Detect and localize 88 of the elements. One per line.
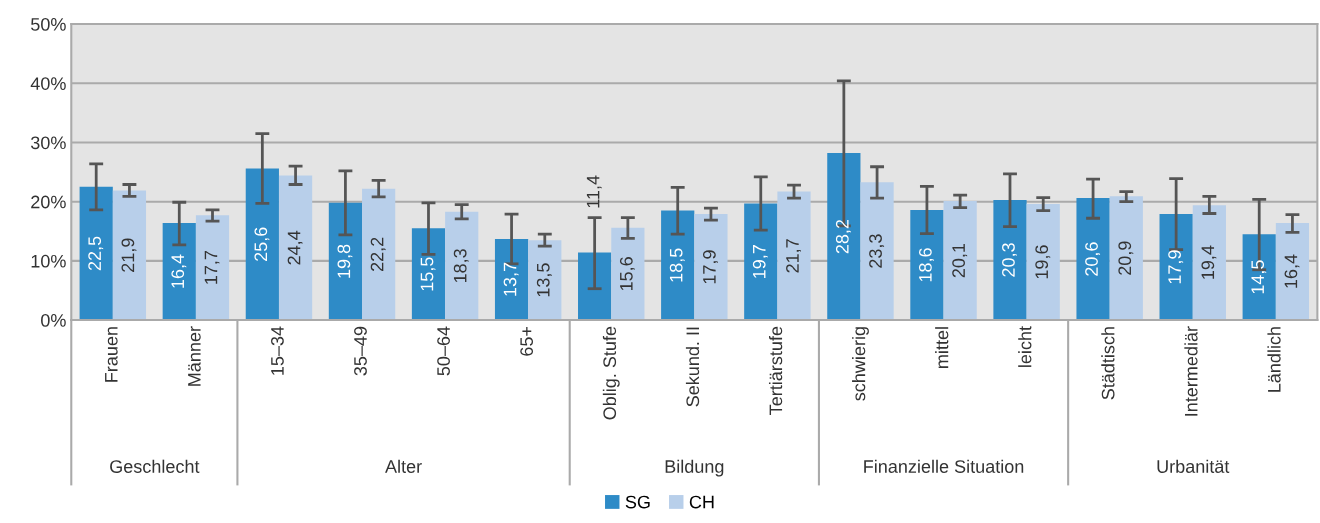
data-label: 18,5 [669,248,685,282]
bar [411,228,446,321]
data-label: 20,1 [952,243,968,278]
y-tick-label: 20% [31,195,66,209]
data-label: 21,9 [121,238,137,272]
data-label: 11,4 [586,175,602,208]
bar [910,209,944,321]
data-label: 28,2 [835,219,851,254]
bar [494,238,529,321]
legend-label: SG [625,495,650,509]
x-tick-label: Städtisch [1101,327,1115,400]
data-label: 17,9 [703,250,718,284]
x-tick-label: Männer [188,326,201,386]
bar [661,210,695,321]
bar [1242,234,1276,321]
x-tick-label: Tertiärstufe [768,326,783,415]
bar [611,227,645,321]
y-tick-label: 30% [30,136,66,150]
bar [744,203,778,321]
legend-label: CH [689,495,714,509]
bar [1192,205,1226,321]
text: Bildung [665,459,724,477]
x-tick-label: 35–49 [354,326,367,376]
x-tick-label: 65+ [520,326,534,356]
bar [79,186,113,321]
x-tick-label: 50–64 [437,326,450,376]
data-label: 19,8 [337,244,353,278]
x-tick-label: Intermediär [1184,326,1198,416]
text: Geschlecht [110,459,200,473]
data-label: 15,6 [619,257,635,291]
bar [528,240,562,321]
data-label: 17,7 [204,251,220,284]
bar [694,214,728,321]
x-tick-label: mittel [935,327,949,368]
text: Finanzielle Situation [864,459,1024,473]
bar [860,182,894,321]
data-label: 15,5 [420,257,436,291]
bar [943,201,977,321]
bar [362,188,396,321]
bar [1159,214,1193,321]
y-tick-label: 10% [31,254,66,268]
data-label: 22,5 [88,236,104,271]
bar [827,153,861,321]
text: Alter [385,459,422,473]
y-tick-label: 50% [31,17,66,31]
data-label: 16,4 [171,254,187,288]
x-tick-label: Oblig. Stufe [602,326,620,420]
data-label: 18,3 [453,249,469,283]
bar [195,215,230,321]
bar [445,211,479,321]
bar [993,199,1027,321]
data-label: 19,4 [1201,245,1217,279]
x-tick-label: Sekund. II [685,327,700,407]
y-tick-label: 0% [41,314,66,327]
data-label: 17,9 [1168,250,1184,284]
x-tick-label: leicht [1018,326,1032,367]
data-label: 20,3 [1002,243,1017,277]
data-label: 25,6 [254,227,270,261]
bar [1109,196,1143,321]
bar [162,222,196,321]
data-label: 23,3 [869,234,885,268]
x-tick-label: 15–34 [271,326,284,375]
data-label: 22,2 [370,237,386,272]
data-label: 19,6 [1035,245,1051,279]
x-tick-label: Ländlich [1267,327,1281,392]
x-tick-label: Frauen [105,327,118,382]
bar [328,202,363,321]
data-label: 16,4 [1284,254,1300,288]
bar [278,175,313,321]
bar [112,190,147,321]
bar [578,252,612,321]
y-tick-label: 40% [30,77,66,90]
bar [777,191,811,321]
data-label: 13,5 [536,263,552,297]
data-label: 13,7 [503,262,519,296]
bar [1076,198,1110,321]
data-label: 21,7 [786,239,801,273]
data-label: 20,9 [1118,241,1134,275]
x-tick-label: schwierig [852,327,869,401]
bar [245,168,279,321]
text: Urbanität [1157,459,1230,473]
data-label: 14,5 [1251,260,1267,294]
data-label: 24,4 [287,230,303,265]
data-label: 20,6 [1085,242,1101,276]
data-label: 18,6 [918,248,934,282]
data-label: 19,7 [752,245,768,278]
bar [1026,204,1060,321]
bar [1275,222,1310,321]
